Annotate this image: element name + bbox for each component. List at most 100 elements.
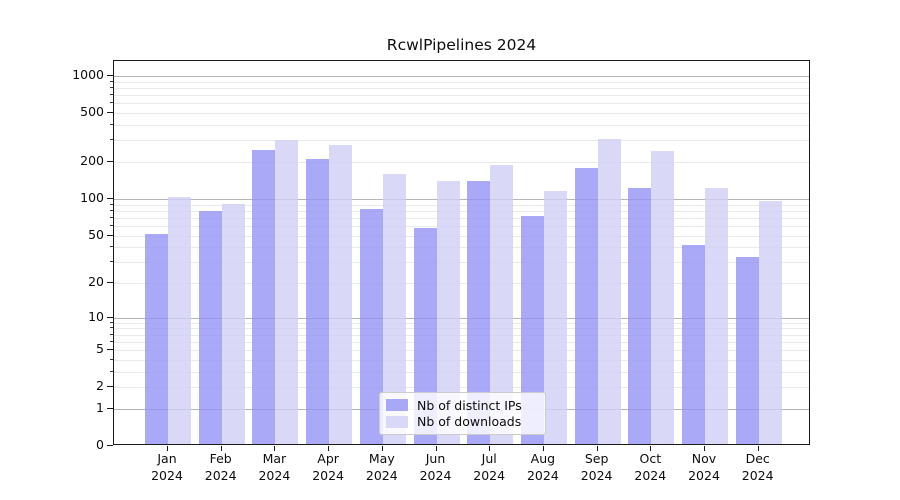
x-tick-year: 2024 [312, 467, 344, 483]
bar-aug-downloads [543, 190, 567, 444]
legend-swatch-distinct-ips-icon [386, 399, 408, 412]
y-tick-label: 50 [88, 226, 104, 242]
x-tick-year: 2024 [419, 467, 452, 483]
y-minor-tick-mark [110, 80, 113, 82]
y-tick-label: 200 [80, 153, 104, 168]
bar-oct-distinct-ips [628, 188, 652, 444]
legend: Nb of distinct IPs Nb of downloads [379, 392, 546, 435]
x-tick-label: Feb 2024 [189, 451, 253, 484]
minor-gridline [114, 235, 809, 237]
x-tick-year: 2024 [580, 467, 613, 483]
bar-may-downloads [382, 173, 406, 444]
y-minor-tick-mark [110, 139, 113, 141]
minor-gridline [114, 95, 809, 97]
y-minor-tick-mark [110, 203, 113, 205]
minor-gridline [114, 341, 809, 343]
bar-jun-downloads [436, 180, 460, 444]
major-gridline [114, 76, 809, 77]
y-tick-label: 2 [96, 378, 104, 394]
x-tick-label: Sep 2024 [565, 451, 629, 484]
minor-gridline [114, 247, 809, 249]
x-tick-year: 2024 [151, 467, 183, 483]
bar-mar-downloads [275, 140, 299, 444]
x-tick-mark [704, 446, 705, 451]
bar-nov-distinct-ips [682, 245, 705, 444]
minor-gridline [114, 371, 809, 373]
x-tick-year: 2024 [526, 467, 559, 483]
x-tick-year: 2024 [473, 467, 506, 483]
major-gridline [114, 317, 809, 319]
legend-swatch-downloads-icon [386, 415, 408, 428]
x-tick-mark [650, 446, 652, 451]
y-tick-mark [107, 282, 113, 283]
x-tick-year: 2024 [365, 467, 398, 483]
y-tick-label: 1 [96, 399, 104, 415]
bar-jul-distinct-ips [467, 180, 491, 444]
bar-nov-downloads [705, 188, 728, 444]
x-tick-label: Oct 2024 [618, 451, 682, 484]
legend-label-downloads: Nb of downloads [417, 414, 522, 430]
x-tick-mark [757, 446, 759, 451]
bar-apr-distinct-ips [306, 158, 330, 444]
minor-gridline [114, 328, 809, 330]
bar-dec-downloads [758, 200, 782, 444]
bar-jun-distinct-ips [413, 227, 437, 444]
legend-label-distinct-ips: Nb of distinct IPs [417, 397, 522, 413]
y-minor-tick-mark [110, 246, 113, 248]
minor-gridline [114, 387, 809, 389]
major-gridline [114, 198, 809, 200]
x-tick-month: Aug [530, 451, 556, 466]
bar-jan-downloads [168, 196, 191, 444]
y-minor-tick-mark [110, 216, 113, 218]
minor-gridline [114, 81, 809, 83]
y-minor-tick-mark [110, 124, 113, 125]
x-tick-mark [274, 446, 276, 451]
x-tick-mark [542, 446, 544, 451]
y-minor-tick-mark [110, 87, 113, 88]
y-minor-tick-mark [110, 224, 113, 226]
minor-gridline [114, 283, 809, 284]
y-tick-mark [107, 234, 113, 236]
minor-gridline [114, 225, 809, 227]
minor-gridline [114, 350, 809, 352]
y-tick-label: 10 [88, 308, 104, 324]
minor-gridline [114, 262, 809, 264]
y-minor-tick-mark [110, 102, 113, 104]
x-tick-year: 2024 [634, 467, 667, 483]
minor-gridline [114, 113, 809, 115]
bar-may-distinct-ips [359, 208, 383, 444]
y-minor-tick-mark [110, 321, 113, 323]
x-tick-mark [596, 446, 598, 451]
x-tick-month: Mar [262, 451, 287, 466]
bar-feb-distinct-ips [198, 211, 222, 444]
x-tick-month: May [368, 451, 395, 466]
y-minor-tick-mark [110, 358, 113, 360]
x-tick-year: 2024 [741, 467, 774, 483]
x-tick-month: Jan [157, 451, 177, 466]
x-tick-month: Jun [425, 451, 446, 466]
legend-row-downloads: Nb of downloads [386, 414, 537, 430]
x-tick-mark [489, 446, 491, 451]
bar-sep-downloads [597, 138, 621, 444]
y-tick-mark [107, 161, 113, 162]
minor-gridline [114, 103, 809, 105]
x-tick-month: Feb [209, 451, 232, 466]
bar-feb-downloads [221, 204, 245, 444]
x-tick-label: Apr 2024 [296, 451, 360, 484]
minor-gridline [114, 88, 809, 89]
bar-jan-distinct-ips [145, 233, 168, 444]
plot-area [113, 60, 810, 445]
y-tick-label: 0 [96, 437, 104, 452]
x-tick-month: Dec [745, 451, 770, 466]
x-tick-label: Nov 2024 [672, 451, 736, 484]
y-tick-label: 20 [88, 274, 104, 289]
bar-oct-downloads [651, 151, 675, 444]
y-tick-mark [107, 197, 113, 199]
x-tick-month: Oct [639, 451, 662, 466]
minor-gridline [114, 359, 809, 361]
x-tick-month: Apr [317, 451, 339, 466]
y-tick-label: 100 [80, 189, 104, 205]
x-tick-month: Jul [481, 451, 497, 466]
x-tick-mark [167, 446, 168, 451]
